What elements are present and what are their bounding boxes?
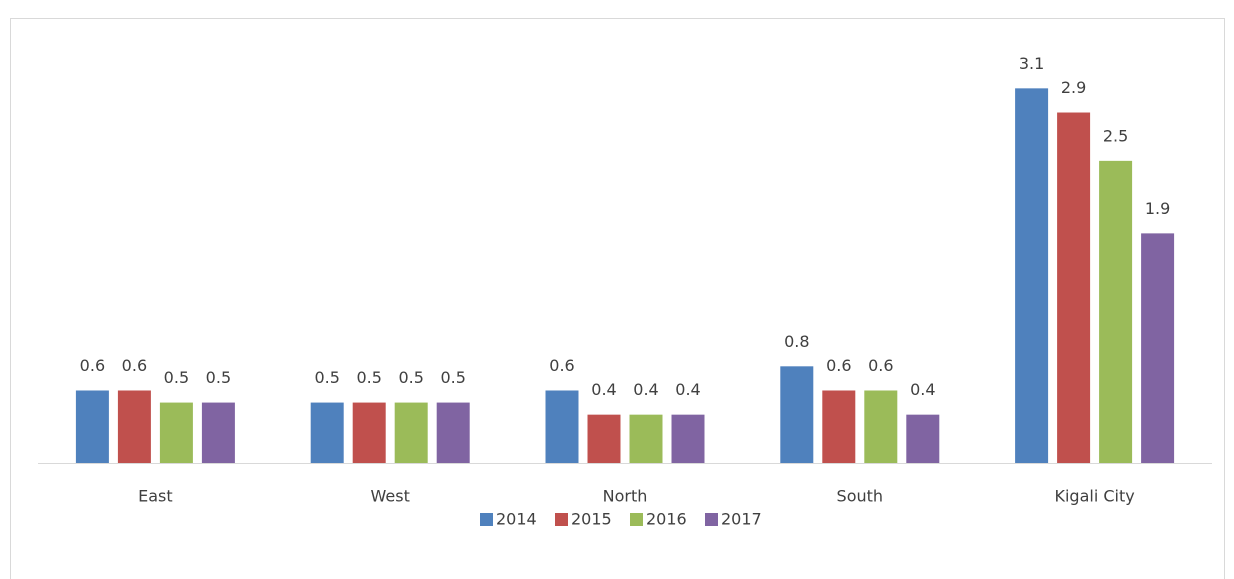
bar [906, 414, 940, 463]
bar [117, 390, 151, 463]
bar [1141, 233, 1175, 463]
legend-swatch [480, 513, 493, 526]
data-label: 1.9 [1145, 199, 1170, 218]
data-label: 2.9 [1061, 78, 1086, 97]
data-label: 0.5 [398, 368, 423, 387]
bar [1099, 160, 1133, 463]
legend-label: 2017 [721, 510, 762, 529]
data-label: 0.6 [826, 356, 851, 375]
bar [545, 390, 579, 463]
data-label: 0.6 [80, 356, 105, 375]
legend-swatch [630, 513, 643, 526]
data-label: 0.5 [356, 368, 381, 387]
bar [436, 402, 470, 463]
x-tick-label: Kigali City [1054, 487, 1134, 506]
bar [629, 414, 663, 463]
bar [159, 402, 193, 463]
legend-swatch [705, 513, 718, 526]
data-label: 0.5 [440, 368, 465, 387]
bar [1015, 88, 1049, 463]
data-label: 0.5 [164, 368, 189, 387]
x-tick-label: West [371, 487, 410, 506]
data-label: 0.5 [314, 368, 339, 387]
bar [352, 402, 386, 463]
x-tick-label: South [837, 487, 884, 506]
bar [864, 390, 898, 463]
x-tick-label: East [138, 487, 173, 506]
data-label: 0.4 [675, 380, 700, 399]
data-label: 0.4 [591, 380, 616, 399]
data-label: 0.6 [122, 356, 147, 375]
bar [587, 414, 621, 463]
bar [671, 414, 705, 463]
bar [394, 402, 428, 463]
x-tick-label: North [603, 487, 648, 506]
data-label: 0.4 [633, 380, 658, 399]
legend-swatch [555, 513, 568, 526]
data-label: 0.6 [549, 356, 574, 375]
bar [310, 402, 344, 463]
bar [1057, 112, 1091, 463]
bar [75, 390, 109, 463]
data-label: 0.6 [868, 356, 893, 375]
data-label: 3.1 [1019, 54, 1044, 73]
data-label: 0.4 [910, 380, 935, 399]
data-label: 0.5 [206, 368, 231, 387]
legend-label: 2016 [646, 510, 687, 529]
data-label: 2.5 [1103, 126, 1128, 145]
bar [201, 402, 235, 463]
bar [780, 366, 814, 463]
legend-label: 2014 [496, 510, 537, 529]
chart-frame [10, 18, 1225, 579]
bar [822, 390, 856, 463]
data-label: 0.8 [784, 332, 809, 351]
legend-label: 2015 [571, 510, 612, 529]
